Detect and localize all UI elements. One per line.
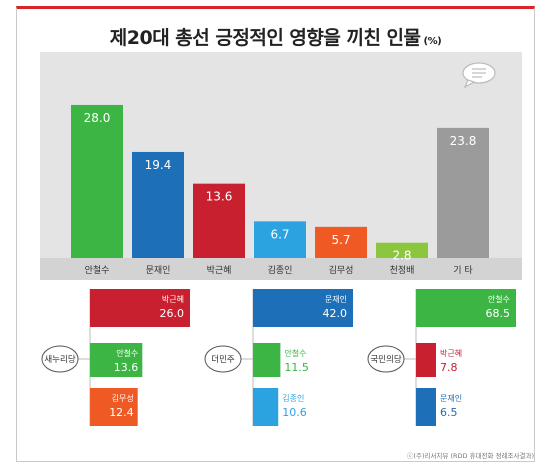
party-badge bbox=[204, 345, 242, 373]
bar-value-label: 28.0 bbox=[84, 111, 111, 125]
party-name: 국민의당 bbox=[370, 354, 401, 365]
bar-value-label: 6.7 bbox=[270, 227, 289, 241]
party-bar-name: 안철수 bbox=[284, 348, 306, 358]
party-bar-name: 문재인 bbox=[325, 294, 347, 304]
main-chart-panel: 28.0 안철수 19.4 문재인 13.6 박근혜 6.7 김종인 5.7 김무성 2.8 천정배 2… bbox=[40, 52, 522, 280]
bar-6 bbox=[376, 242, 428, 258]
bar-value-label: 5.7 bbox=[331, 233, 350, 247]
party-bar-2 bbox=[416, 343, 436, 377]
category-label: 김종인 bbox=[268, 264, 293, 276]
bar-2 bbox=[132, 151, 184, 258]
party-bar-2 bbox=[253, 343, 281, 377]
party-bar-value: 13.6 bbox=[114, 361, 139, 374]
party-bar-1 bbox=[416, 289, 516, 327]
bar-7 bbox=[437, 127, 489, 258]
source-note: ⓒ(주)리서치뷰 (RDD 휴대전화 정례조사결과) bbox=[406, 452, 534, 460]
chart-title: 제20대 총선 긍정적인 영향을 끼친 인물 (%) bbox=[17, 23, 534, 50]
party-breakdown-panel: 새누리당 박근혜 26.0 안철수 13.6 김무성 12.4 더민주 문재인 42.0 안철수 11… bbox=[40, 287, 522, 442]
party-name: 새누리당 bbox=[44, 354, 75, 365]
party-bar-1 bbox=[253, 289, 353, 327]
bar-value-label: 23.8 bbox=[450, 134, 477, 148]
party-bar-3 bbox=[253, 388, 279, 426]
party-bar-value: 10.6 bbox=[282, 406, 307, 419]
party-bar-value: 7.8 bbox=[440, 361, 458, 374]
party-bar-name: 문재인 bbox=[440, 393, 462, 403]
category-label: 천정배 bbox=[390, 265, 415, 276]
bar-5 bbox=[315, 226, 367, 258]
party-bar-2 bbox=[90, 343, 143, 377]
party-bar-value: 26.0 bbox=[160, 307, 185, 320]
category-label: 기 타 bbox=[453, 265, 473, 276]
category-label: 김무성 bbox=[329, 264, 354, 276]
party-bar-1 bbox=[90, 289, 190, 327]
chart-title-unit: (%) bbox=[423, 36, 442, 47]
bar-value-label: 19.4 bbox=[145, 158, 172, 172]
party-badge bbox=[367, 345, 405, 373]
party-bar-name: 김무성 bbox=[112, 393, 134, 403]
bar-3 bbox=[193, 183, 245, 258]
party-bar-value: 68.5 bbox=[486, 307, 511, 320]
party-bar-name: 김종인 bbox=[282, 393, 304, 403]
chart-title-text: 제20대 총선 긍정적인 영향을 끼친 인물 bbox=[109, 27, 421, 49]
category-label: 문재인 bbox=[146, 265, 171, 276]
party-bar-name: 박근혜 bbox=[162, 294, 184, 304]
party-bar-name: 박근혜 bbox=[440, 348, 462, 358]
party-bar-value: 11.5 bbox=[284, 361, 309, 374]
party-bar-value: 12.4 bbox=[109, 406, 134, 419]
party-badge bbox=[41, 345, 79, 373]
bar-1 bbox=[71, 104, 123, 258]
party-bar-3 bbox=[90, 388, 138, 426]
category-axis-strip bbox=[40, 258, 522, 280]
category-label: 박근혜 bbox=[207, 264, 232, 276]
party-bar-name: 안철수 bbox=[488, 294, 510, 304]
party-bar-charts: 새누리당박근혜26.0안철수13.6김무성12.4더민주문재인42.0안철수11… bbox=[41, 289, 516, 426]
party-bar-3 bbox=[416, 388, 436, 426]
main-bar-chart: 28.0 안철수 19.4 문재인 13.6 박근혜 6.7 김종인 5.7 김무성 2.8 천정배 2… bbox=[40, 104, 522, 280]
category-label: 안철수 bbox=[85, 265, 110, 276]
party-bar-value: 6.5 bbox=[440, 406, 458, 419]
bar-4 bbox=[254, 221, 306, 258]
bar-value-label: 13.6 bbox=[206, 190, 233, 204]
party-bar-name: 안철수 bbox=[116, 348, 138, 358]
party-name: 더민주 bbox=[211, 354, 235, 365]
speech-bubble-icon bbox=[462, 62, 496, 89]
party-bar-value: 42.0 bbox=[323, 307, 348, 320]
bar-value-label: 2.8 bbox=[392, 249, 411, 263]
